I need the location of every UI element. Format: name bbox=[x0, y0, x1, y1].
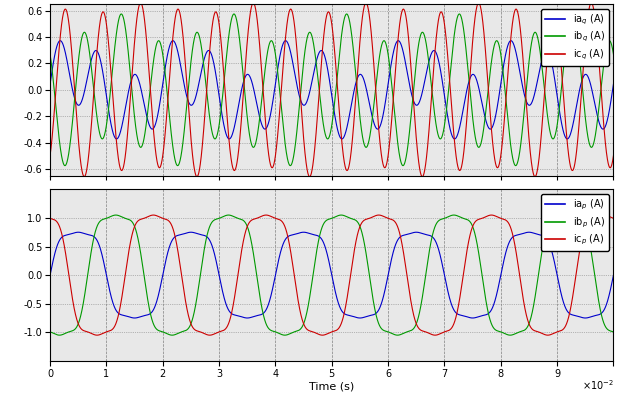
Legend: ia$_q$ (A), ib$_q$ (A), ic$_q$ (A): ia$_q$ (A), ib$_q$ (A), ic$_q$ (A) bbox=[541, 9, 608, 66]
X-axis label: Time (s): Time (s) bbox=[309, 381, 354, 391]
Legend: ia$_p$ (A), ib$_p$ (A), ic$_p$ (A): ia$_p$ (A), ib$_p$ (A), ic$_p$ (A) bbox=[541, 194, 608, 251]
Text: $\times10^{-2}$: $\times10^{-2}$ bbox=[582, 378, 613, 392]
